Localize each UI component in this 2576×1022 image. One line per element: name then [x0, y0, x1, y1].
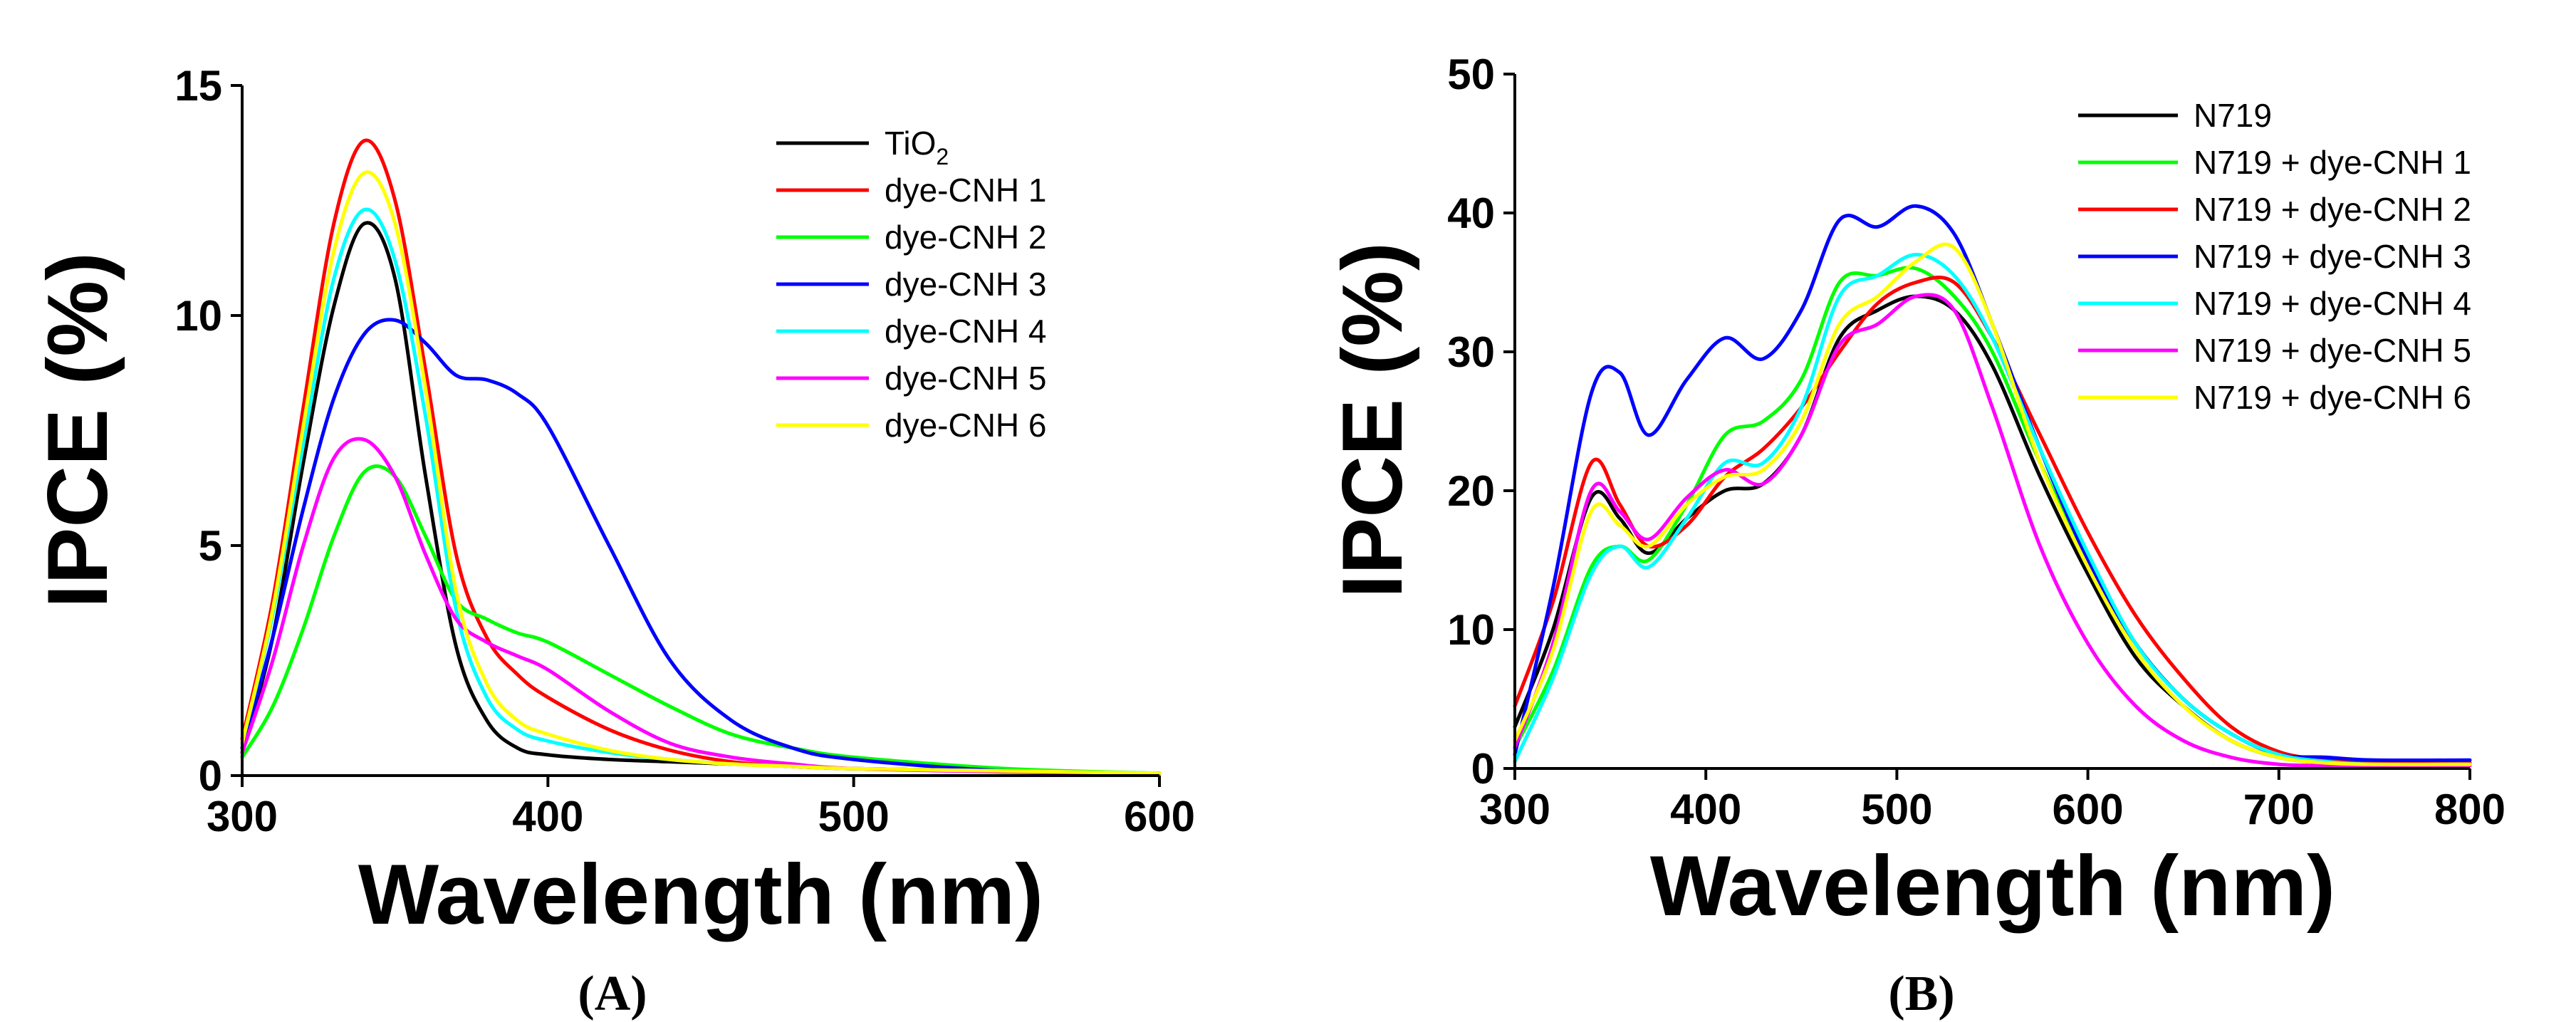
chart-a-y-tick-label: 0: [199, 752, 222, 800]
chart-a-y-ticks: 0 5 10 15: [174, 62, 242, 800]
chart-b-legend-label: N719 + dye-CNH 2: [2194, 191, 2471, 228]
chart-b-y-tick-label: 0: [1471, 745, 1495, 793]
chart-b-y-tick-label: 50: [1447, 51, 1495, 98]
chart-panel-b: 300 400 500 600 700 800 0 10 20 30 40 50 Wavelengt…: [1325, 51, 2505, 1021]
chart-a-x-tick-label: 300: [207, 793, 278, 840]
chart-b-series-line-6: [1513, 293, 2472, 768]
chart-a-legend-label: dye-CNH 2: [885, 219, 1047, 256]
chart-b-legend-label-text: N719 + dye-CNH 6: [2194, 379, 2471, 416]
chart-b-legend-label-text: N719 + dye-CNH 5: [2194, 332, 2471, 369]
chart-b-legend-label: N719 + dye-CNH 5: [2194, 332, 2471, 369]
chart-a-legend-label: dye-CNH 3: [885, 266, 1047, 303]
chart-a-x-label: Wavelength (nm): [358, 847, 1043, 942]
chart-b-y-tick-label: 40: [1447, 189, 1495, 237]
chart-b-legend-label-text: N719: [2194, 97, 2272, 134]
chart-b-series-line-5: [1513, 253, 2472, 766]
chart-a-x-tick-label: 400: [512, 793, 583, 840]
chart-a-series-line-6: [240, 437, 1162, 776]
chart-b-legend-label: N719: [2194, 97, 2272, 134]
chart-b-legend-label-text: N719 + dye-CNH 3: [2194, 238, 2471, 275]
chart-a-y-tick-label: 5: [199, 522, 222, 570]
chart-b-legend-label: N719 + dye-CNH 1: [2194, 144, 2471, 181]
chart-a-legend-label-text: dye-CNH 4: [885, 313, 1047, 350]
chart-b-legend: N719 N719 + dye-CNH 1 N719 + dye-CNH 2 N719…: [2078, 97, 2471, 416]
chart-a-legend-label-text: dye-CNH 5: [885, 360, 1047, 397]
chart-b-legend-label-text: N719 + dye-CNH 4: [2194, 285, 2471, 322]
chart-a-x-ticks: 300 400 500 600: [207, 776, 1195, 840]
chart-a-legend-label: dye-CNH 6: [885, 407, 1047, 444]
chart-b-y-label: IPCE (%): [1325, 242, 1420, 598]
chart-a-legend-label-subscript: 2: [936, 144, 949, 170]
chart-a-legend-label: TiO2: [885, 125, 949, 170]
chart-a-series-group: [240, 138, 1162, 776]
chart-a-legend-label: dye-CNH 1: [885, 172, 1047, 209]
chart-b-legend-label-text: N719 + dye-CNH 1: [2194, 144, 2471, 181]
chart-a-legend-label: dye-CNH 5: [885, 360, 1047, 397]
chart-a-series-line-7: [240, 170, 1162, 776]
chart-b-x-tick-label: 500: [1861, 786, 1932, 833]
chart-panel-a: 300 400 500 600 0 5 10 15 Wavelength (nm) IPCE…: [30, 62, 1195, 1021]
chart-b-x-tick-label: 400: [1670, 786, 1741, 833]
chart-a-x-tick-label: 500: [818, 793, 890, 840]
chart-a-legend-label-text: dye-CNH 1: [885, 172, 1047, 209]
chart-b-x-tick-label: 300: [1479, 786, 1550, 833]
chart-a-y-tick-label: 10: [174, 292, 222, 340]
chart-b-panel-label: (B): [1888, 966, 1954, 1021]
chart-b-legend-label: N719 + dye-CNH 6: [2194, 379, 2471, 416]
chart-a-panel-label: (A): [578, 966, 647, 1021]
chart-b-series-line-7: [1513, 242, 2472, 766]
chart-a-y-label: IPCE (%): [30, 252, 125, 608]
chart-a-legend-label: dye-CNH 4: [885, 313, 1047, 350]
chart-a-series-line-3: [240, 464, 1162, 776]
chart-b-x-tick-label: 600: [2053, 786, 2124, 833]
chart-b-series-line-3: [1513, 275, 2472, 766]
chart-b-legend-label-text: N719 + dye-CNH 2: [2194, 191, 2471, 228]
chart-b-legend-label: N719 + dye-CNH 3: [2194, 238, 2471, 275]
chart-a-legend-label-text: dye-CNH 3: [885, 266, 1047, 303]
chart-b-x-label: Wavelength (nm): [1650, 838, 2335, 934]
chart-b-y-tick-label: 10: [1447, 606, 1495, 654]
chart-b-y-ticks: 0 10 20 30 40 50: [1447, 51, 1515, 793]
chart-a-legend-label-text: TiO: [885, 125, 936, 162]
chart-a-x-tick-label: 600: [1124, 793, 1195, 840]
chart-a-y-tick-label: 15: [174, 62, 222, 110]
chart-a-legend-label-text: dye-CNH 6: [885, 407, 1047, 444]
chart-b-y-tick-label: 30: [1447, 328, 1495, 376]
chart-b-series-group: [1513, 204, 2472, 768]
chart-b-y-tick-label: 20: [1447, 467, 1495, 515]
chart-b-legend-label: N719 + dye-CNH 4: [2194, 285, 2471, 322]
chart-a-series-line-1: [240, 221, 1162, 776]
chart-b-x-ticks: 300 400 500 600 700 800: [1479, 768, 2505, 833]
chart-a-series-line-4: [240, 318, 1162, 776]
chart-b-x-tick-label: 800: [2434, 786, 2505, 833]
chart-b-x-tick-label: 700: [2243, 786, 2315, 833]
chart-a-legend-label-text: dye-CNH 2: [885, 219, 1047, 256]
